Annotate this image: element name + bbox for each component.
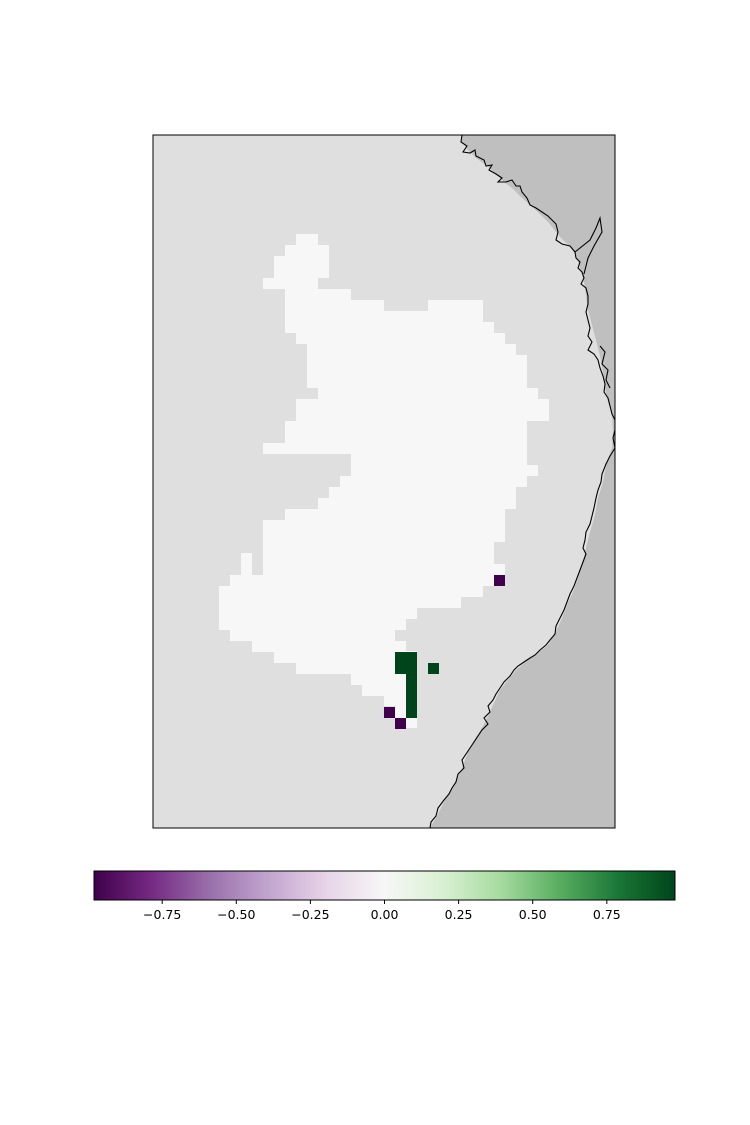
map-panel xyxy=(153,135,615,828)
cell-negative xyxy=(395,718,406,729)
colorbar-fill xyxy=(94,871,675,900)
coastline-inlet xyxy=(574,215,603,275)
colorbar-tick-label: −0.75 xyxy=(143,907,181,922)
colorbar-tick-label: 0.75 xyxy=(593,907,621,922)
colorbar-tick-label: 0.25 xyxy=(445,907,473,922)
no-change-region xyxy=(219,234,549,728)
colorbar-tick-label: 0.50 xyxy=(519,907,547,922)
cell-positive xyxy=(428,663,439,674)
cell-negative xyxy=(494,575,505,586)
colorbar-ticks: −0.75 −0.50 −0.25 0.00 0.25 0.50 0.75 xyxy=(143,900,621,922)
colorbar-tick-label: 0.00 xyxy=(371,907,399,922)
cell-positive xyxy=(406,674,417,718)
coastline-islet xyxy=(599,345,611,389)
land-area xyxy=(430,135,615,828)
coastline xyxy=(429,135,615,828)
map-frame xyxy=(152,134,616,829)
cell-negative xyxy=(384,707,395,718)
change-cells xyxy=(384,575,505,729)
colorbar-tick-label: −0.25 xyxy=(291,907,329,922)
colorbar: −0.75 −0.50 −0.25 0.00 0.25 0.50 0.75 xyxy=(93,870,676,922)
cell-positive xyxy=(395,652,417,674)
colorbar-tick-label: −0.50 xyxy=(217,907,255,922)
